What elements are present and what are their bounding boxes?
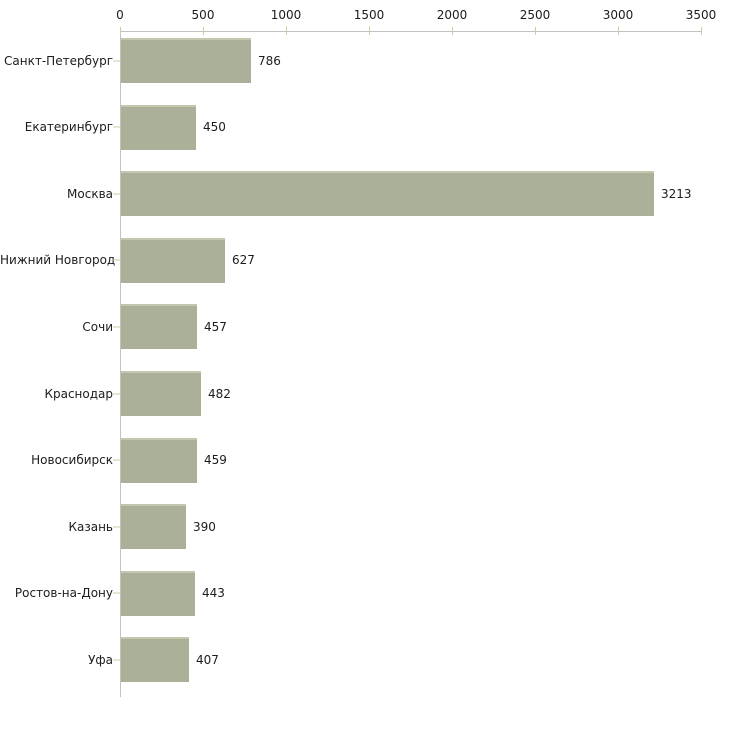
x-tick-label: 500 xyxy=(191,8,215,22)
category-tick-mark xyxy=(113,326,120,328)
x-axis-line xyxy=(120,31,701,32)
bar xyxy=(121,304,197,350)
value-label: 786 xyxy=(258,53,281,68)
category-label: Новосибирск xyxy=(31,453,113,468)
bar xyxy=(121,104,196,150)
x-tick-mark xyxy=(535,27,536,35)
bar xyxy=(121,371,201,416)
value-label: 482 xyxy=(208,386,231,401)
category-tick-mark xyxy=(113,659,120,661)
x-tick-mark xyxy=(369,27,370,35)
category-label: Казань xyxy=(68,519,113,534)
x-tick-mark xyxy=(203,27,204,35)
category-label: Краснодар xyxy=(44,386,113,401)
x-tick-mark xyxy=(120,27,121,35)
x-tick-label: 2000 xyxy=(436,8,468,22)
value-label: 459 xyxy=(204,453,227,468)
category-label: Москва xyxy=(67,186,113,201)
bar xyxy=(121,38,251,83)
bar xyxy=(121,637,189,683)
category-label: Сочи xyxy=(82,319,113,334)
x-tick-mark xyxy=(452,27,453,35)
x-tick-mark xyxy=(618,27,619,35)
category-label: Санкт-Петербург xyxy=(4,53,113,68)
value-label: 457 xyxy=(204,319,227,334)
category-tick-mark xyxy=(113,592,120,594)
category-tick-mark xyxy=(113,60,120,61)
category-label: Нижний Новгород xyxy=(0,253,116,268)
x-tick-label: 0 xyxy=(116,8,124,22)
category-label: Уфа xyxy=(88,652,113,667)
category-tick-mark xyxy=(113,193,120,195)
x-tick-label: 2500 xyxy=(519,8,551,22)
value-label: 390 xyxy=(193,519,216,534)
value-label: 627 xyxy=(232,253,255,268)
value-label: 450 xyxy=(203,120,226,135)
x-tick-mark xyxy=(286,27,287,35)
value-label: 407 xyxy=(196,652,219,667)
bar xyxy=(121,504,186,550)
value-label: 443 xyxy=(202,586,225,601)
value-label: 3213 xyxy=(661,186,692,201)
x-tick-mark xyxy=(701,27,702,35)
y-axis-line xyxy=(120,31,121,697)
x-tick-label: 3500 xyxy=(685,8,717,22)
category-label: Екатеринбург xyxy=(24,120,113,135)
bar xyxy=(121,237,225,283)
x-tick-label: 3000 xyxy=(602,8,634,22)
category-tick-mark xyxy=(113,393,120,394)
category-tick-mark xyxy=(113,459,120,461)
bar xyxy=(121,171,654,217)
bar xyxy=(121,437,197,483)
category-tick-mark xyxy=(113,126,120,128)
category-tick-mark xyxy=(113,526,120,528)
x-tick-label: 1000 xyxy=(270,8,302,22)
bar xyxy=(121,570,195,616)
x-tick-label: 1500 xyxy=(353,8,385,22)
category-tick-mark xyxy=(113,259,120,261)
category-label: Ростов-на-Дону xyxy=(14,586,113,601)
